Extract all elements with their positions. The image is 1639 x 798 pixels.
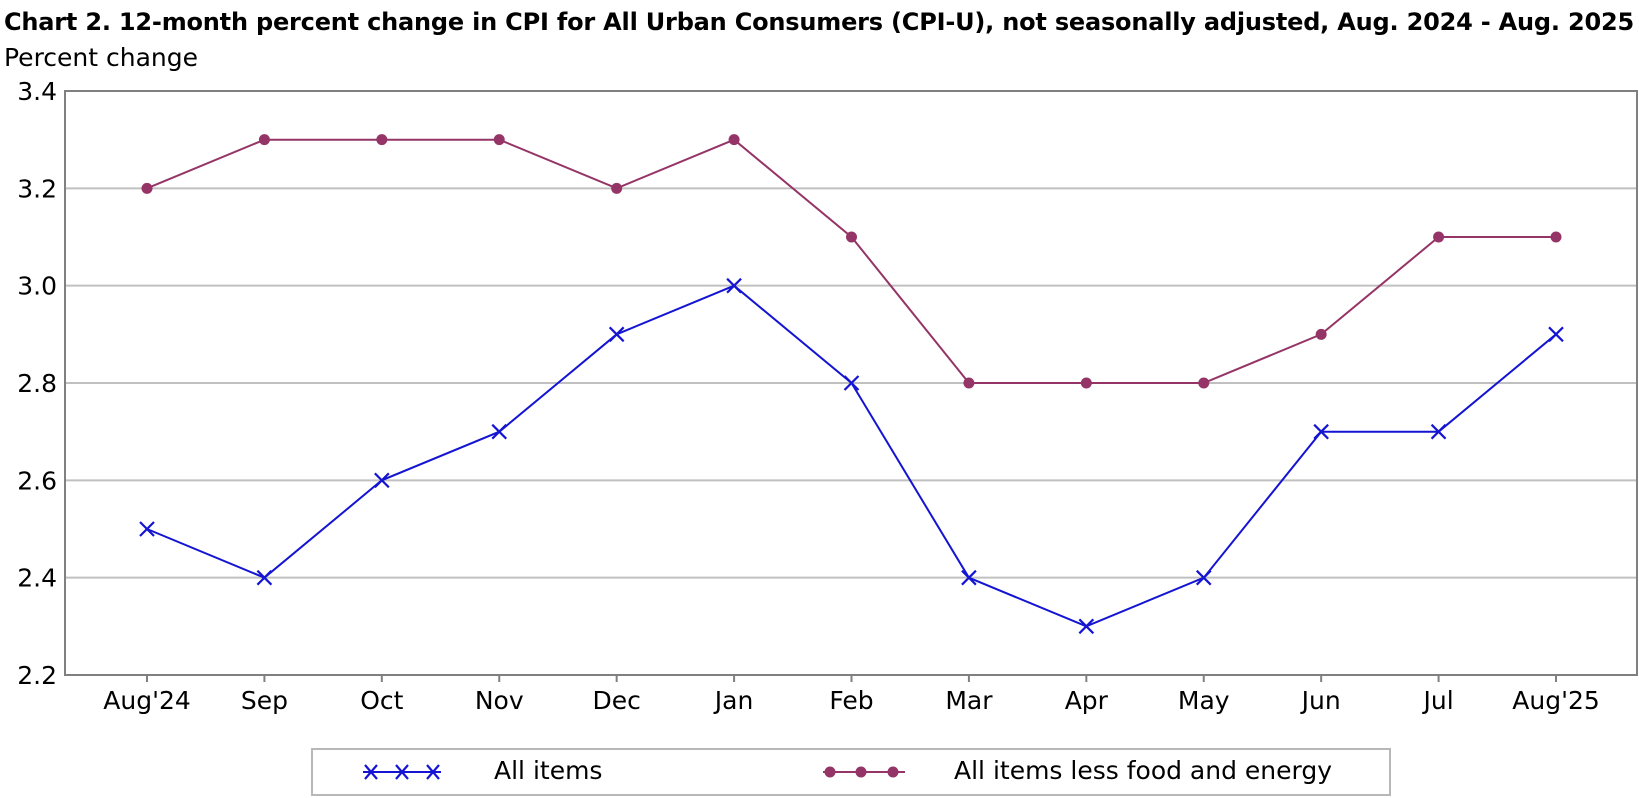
legend-swatch-all-items	[363, 764, 441, 780]
data-point	[1195, 569, 1212, 586]
x-tick-label: Apr	[1065, 686, 1109, 715]
x-tick-label: May	[1178, 686, 1230, 715]
data-point	[493, 134, 505, 146]
data-point	[139, 521, 155, 537]
data-point	[1198, 377, 1210, 389]
x-tick-label: Jul	[1421, 686, 1453, 715]
series-group	[139, 134, 1564, 635]
y-tick-label: 3.2	[17, 174, 57, 203]
x-tick-label: Aug'25	[1512, 686, 1600, 715]
data-point	[1430, 423, 1447, 440]
data-point	[1313, 423, 1329, 440]
x-tick-label: Mar	[945, 686, 993, 715]
data-point	[1080, 377, 1092, 389]
data-point	[1078, 618, 1095, 635]
data-point	[491, 423, 508, 440]
x-axis-ticks: Aug'24 Sep Oct Nov Dec Jan Feb Mar Apr May Jun Jul A…	[103, 675, 1600, 715]
data-point	[374, 472, 390, 489]
data-point	[258, 134, 270, 146]
legend-swatch-core	[823, 766, 905, 778]
series-core	[141, 134, 1562, 389]
plot-area-frame	[64, 90, 1638, 676]
x-tick-label: Dec	[592, 686, 640, 715]
data-point	[843, 375, 860, 391]
legend-label-all-items: All items	[494, 756, 603, 785]
series-all-items	[139, 277, 1564, 635]
data-point	[608, 326, 625, 343]
series-line	[146, 284, 1557, 628]
y-tick-label: 2.6	[17, 466, 57, 495]
legend: All items All items less food and energy	[311, 748, 1391, 796]
y-tick-label: 2.4	[17, 564, 57, 593]
x-tick-label: Aug'24	[103, 686, 191, 715]
x-tick-label: Nov	[475, 686, 524, 715]
legend-label-core: All items less food and energy	[954, 756, 1333, 785]
y-tick-label: 2.2	[17, 661, 57, 690]
series-line	[146, 138, 1556, 384]
data-point	[726, 277, 742, 294]
data-point	[963, 377, 975, 389]
data-point	[611, 182, 623, 194]
y-axis-ticks: 2.2 2.4 2.6 2.8 3.0 3.2 3.4	[17, 77, 57, 690]
x-tick-label: Jan	[713, 686, 754, 715]
data-point	[141, 182, 153, 194]
data-point	[1548, 326, 1564, 343]
x-tick-label: Feb	[829, 686, 873, 715]
y-tick-label: 3.0	[17, 272, 57, 301]
data-point	[1315, 328, 1327, 340]
data-point	[1433, 231, 1445, 243]
data-point	[961, 569, 977, 586]
data-point	[376, 134, 388, 146]
data-point	[256, 569, 273, 586]
legend-markers	[363, 764, 905, 780]
y-tick-label: 3.4	[17, 77, 57, 106]
x-tick-label: Sep	[241, 686, 288, 715]
y-tick-label: 2.8	[17, 369, 57, 398]
y-axis-label: Percent change	[4, 43, 199, 72]
x-tick-label: Oct	[360, 686, 403, 715]
x-tick-label: Jun	[1300, 686, 1341, 715]
data-point	[1550, 231, 1562, 243]
data-point	[846, 231, 857, 243]
chart-title: Chart 2. 12-month percent change in CPI …	[4, 8, 1634, 36]
data-point	[728, 134, 740, 146]
